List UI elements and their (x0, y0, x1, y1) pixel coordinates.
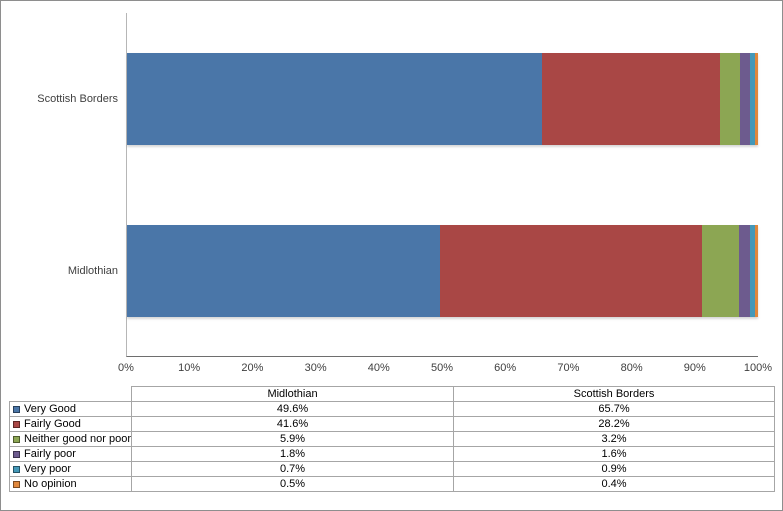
x-tick-label: 0% (118, 362, 134, 374)
value-cell-midlothian-fairly-good: 41.6% (131, 416, 455, 432)
bar-segment-neither-good-nor-poor[interactable] (701, 225, 740, 317)
bar-segment-very-good[interactable] (127, 225, 440, 317)
bar-segment-no-opinion[interactable] (755, 53, 758, 145)
legend-cell-fairly-poor: Fairly poor (8, 446, 133, 462)
value-cell-scottish-borders-neither-good-nor-poor: 3.2% (453, 431, 776, 447)
value-cell-scottish-borders-fairly-good: 28.2% (453, 416, 776, 432)
legend-cell-very-good: Very Good (8, 401, 133, 417)
bar-segment-fairly-good[interactable] (541, 53, 720, 145)
bar-segment-very-poor[interactable] (750, 225, 755, 317)
table-corner-cell (10, 387, 132, 402)
value-cell-midlothian-neither-good-nor-poor: 5.9% (131, 431, 455, 447)
data-table: Midlothian Scottish Borders Very Good 49.6%… (8, 386, 776, 492)
value-cell-scottish-borders-very-good: 65.7% (453, 401, 776, 417)
x-tick-label: 80% (620, 362, 643, 374)
category-label-midlothian: Midlothian (67, 265, 118, 277)
value-cell-midlothian-no-opinion: 0.5% (131, 476, 455, 492)
table-column-header-scottish-borders: Scottish Borders (453, 386, 776, 402)
legend-label: Fairly Good (24, 418, 81, 430)
x-tick-label: 90% (683, 362, 706, 374)
x-tick-label: 40% (367, 362, 390, 374)
legend-swatch-icon (13, 405, 20, 413)
table-row: Very Good 49.6% 65.7% (8, 401, 776, 417)
table-row: Neither good nor poor 5.9% 3.2% (8, 431, 776, 447)
legend-cell-very-poor: Very poor (8, 461, 133, 477)
bar-segment-neither-good-nor-poor[interactable] (719, 53, 740, 145)
legend-swatch-icon (13, 450, 20, 458)
table-row: Very poor 0.7% 0.9% (8, 461, 776, 477)
table-row: Fairly poor 1.8% 1.6% (8, 446, 776, 462)
legend-cell-fairly-good: Fairly Good (8, 416, 133, 432)
value-cell-midlothian-very-poor: 0.7% (131, 461, 455, 477)
table-row: Fairly Good 41.6% 28.2% (8, 416, 776, 432)
x-tick-label: 20% (241, 362, 264, 374)
legend-cell-no-opinion: No opinion (8, 476, 133, 492)
table-row: No opinion 0.5% 0.4% (8, 476, 776, 492)
bar-segment-fairly-good[interactable] (439, 225, 702, 317)
legend-swatch-icon (13, 420, 20, 428)
bar-segment-very-poor[interactable] (749, 53, 756, 145)
table-column-header-midlothian: Midlothian (131, 386, 455, 402)
legend-label: Very Good (24, 403, 76, 415)
category-label-scottish-borders: Scottish Borders (37, 93, 118, 105)
plot-area (126, 13, 758, 357)
x-tick-label: 50% (430, 362, 454, 374)
legend-cell-neither-good-nor-poor: Neither good nor poor (8, 431, 133, 447)
x-tick-label: 30% (304, 362, 327, 374)
legend-label: No opinion (24, 478, 77, 490)
value-cell-scottish-borders-no-opinion: 0.4% (453, 476, 776, 492)
x-tick-label: 60% (494, 362, 517, 374)
bar-segment-no-opinion[interactable] (754, 225, 758, 317)
value-cell-scottish-borders-very-poor: 0.9% (453, 461, 776, 477)
bar-scottish-borders (127, 53, 758, 145)
value-cell-midlothian-very-good: 49.6% (131, 401, 455, 417)
legend-label: Fairly poor (24, 448, 76, 460)
bar-midlothian (127, 225, 758, 317)
x-tick-label: 10% (178, 362, 201, 374)
legend-swatch-icon (13, 435, 20, 443)
legend-label: Very poor (24, 463, 72, 475)
legend-swatch-icon (13, 480, 20, 488)
bar-segment-very-good[interactable] (127, 53, 542, 145)
bar-segment-fairly-poor[interactable] (739, 225, 751, 317)
x-tick-label: 70% (557, 362, 580, 374)
legend-swatch-icon (13, 465, 20, 473)
value-cell-midlothian-fairly-poor: 1.8% (131, 446, 455, 462)
value-cell-scottish-borders-fairly-poor: 1.6% (453, 446, 776, 462)
x-tick-label: 100% (743, 362, 773, 374)
legend-label: Neither good nor poor (24, 433, 132, 445)
bar-segment-fairly-poor[interactable] (739, 53, 750, 145)
